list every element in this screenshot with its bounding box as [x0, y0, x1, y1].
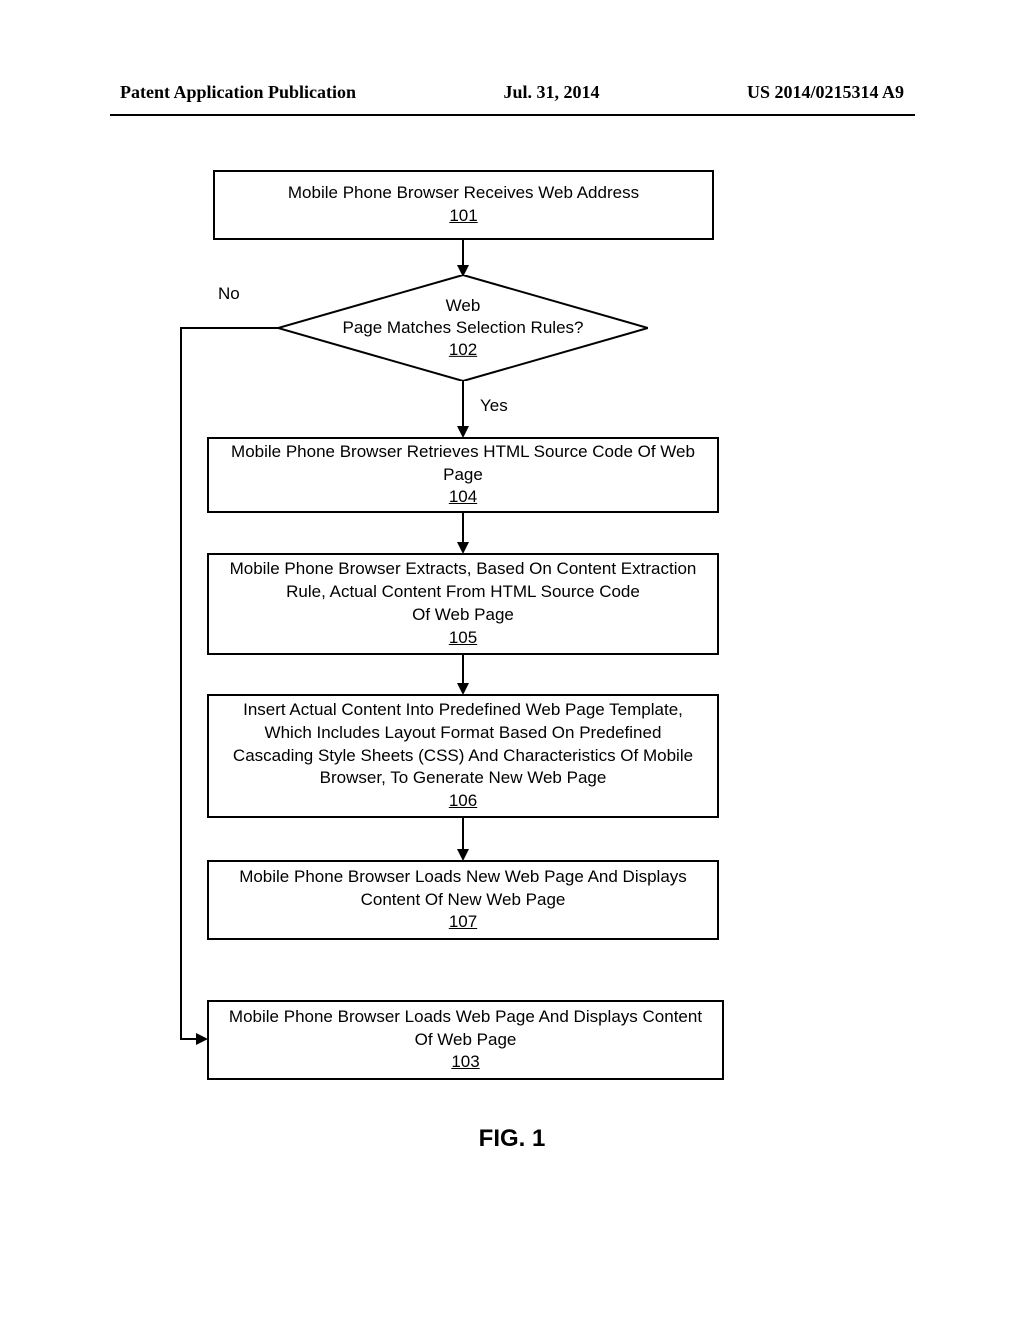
arrow-104-105 [462, 513, 464, 545]
node-102-ref: 102 [449, 339, 477, 361]
header-rule [110, 114, 915, 116]
node-107-line2: Content Of New Web Page [361, 889, 566, 912]
arrow-102-104 [462, 381, 464, 429]
node-107-ref: 107 [449, 911, 477, 934]
node-106-line1: Insert Actual Content Into Predefined We… [243, 699, 683, 722]
header-date: Jul. 31, 2014 [503, 82, 599, 103]
figure-label: FIG. 1 [0, 1125, 1024, 1153]
node-106-ref: 106 [449, 790, 477, 813]
node-101-text: Mobile Phone Browser Receives Web Addres… [288, 182, 639, 205]
header-left: Patent Application Publication [120, 82, 356, 103]
arrow-106-107 [462, 818, 464, 852]
node-103: Mobile Phone Browser Loads Web Page And … [207, 1000, 724, 1080]
arrow-105-106 [462, 655, 464, 686]
node-104-text: Mobile Phone Browser Retrieves HTML Sour… [219, 441, 707, 487]
arrow-101-102 [462, 240, 464, 268]
node-105-line2: Rule, Actual Content From HTML Source Co… [286, 581, 640, 604]
node-107-line1: Mobile Phone Browser Loads New Web Page … [239, 866, 687, 889]
node-102-line1: Web [278, 295, 648, 317]
page-header: Patent Application Publication Jul. 31, … [0, 82, 1024, 103]
node-107: Mobile Phone Browser Loads New Web Page … [207, 860, 719, 940]
node-103-ref: 103 [451, 1051, 479, 1074]
node-105-ref: 105 [449, 627, 477, 650]
node-102-text: Web Page Matches Selection Rules? 102 [278, 295, 648, 361]
edge-no-label: No [216, 284, 242, 304]
node-106-line4: Browser, To Generate New Web Page [320, 767, 607, 790]
node-102-line2: Page Matches Selection Rules? [278, 317, 648, 339]
arrow-no-v [180, 327, 182, 1040]
node-102: Web Page Matches Selection Rules? 102 [278, 275, 648, 381]
node-104: Mobile Phone Browser Retrieves HTML Sour… [207, 437, 719, 513]
node-105: Mobile Phone Browser Extracts, Based On … [207, 553, 719, 655]
arrow-no-h1 [180, 327, 278, 329]
node-106-line2: Which Includes Layout Format Based On Pr… [265, 722, 662, 745]
node-106: Insert Actual Content Into Predefined We… [207, 694, 719, 818]
header-patent-number: US 2014/0215314 A9 [747, 82, 904, 103]
node-101-ref: 101 [449, 205, 477, 228]
node-103-line2: Of Web Page [415, 1029, 517, 1052]
node-103-line1: Mobile Phone Browser Loads Web Page And … [229, 1006, 702, 1029]
node-105-line3: Of Web Page [412, 604, 514, 627]
node-101: Mobile Phone Browser Receives Web Addres… [213, 170, 714, 240]
node-105-line1: Mobile Phone Browser Extracts, Based On … [230, 558, 697, 581]
edge-yes-label: Yes [478, 396, 510, 416]
flowchart: Mobile Phone Browser Receives Web Addres… [0, 160, 1024, 1220]
node-106-line3: Cascading Style Sheets (CSS) And Charact… [233, 745, 693, 768]
node-104-ref: 104 [449, 486, 477, 509]
